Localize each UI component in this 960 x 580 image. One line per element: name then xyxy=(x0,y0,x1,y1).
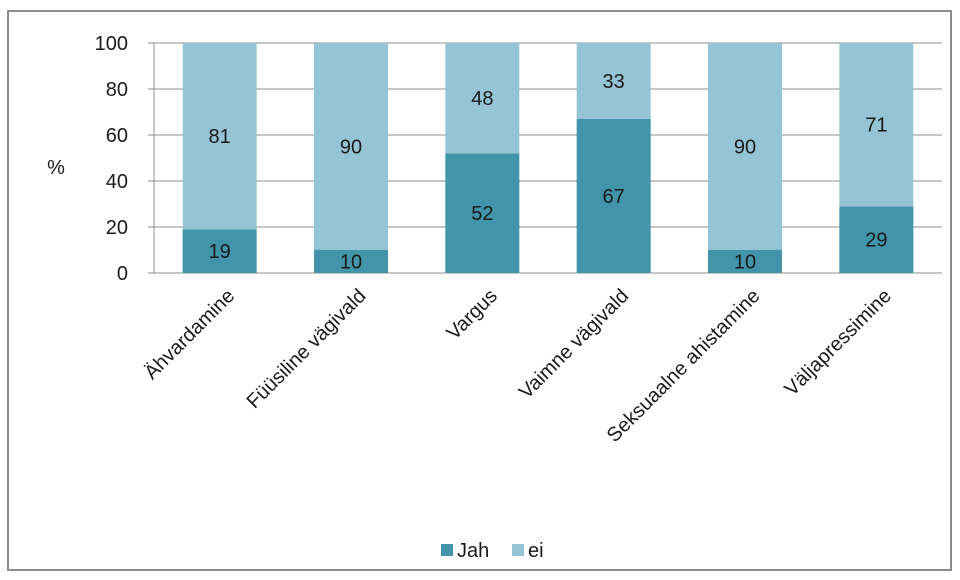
x-category-label: Seksuaalne ahistamine xyxy=(603,285,765,447)
data-label: 10 xyxy=(734,252,756,274)
data-label: 10 xyxy=(340,252,362,274)
bar-ei-4 xyxy=(576,43,651,119)
legend-label-ei: ei xyxy=(528,540,544,562)
y-tick-label: 100 xyxy=(95,33,128,55)
y-axis-label: % xyxy=(47,157,65,179)
data-label: 29 xyxy=(865,230,887,252)
data-label: 71 xyxy=(865,115,887,137)
data-label: 90 xyxy=(340,137,362,159)
bar-ei-3 xyxy=(445,43,520,154)
x-category-label: Vaimne vägivald xyxy=(515,285,633,403)
bar-ei-6 xyxy=(839,43,914,207)
data-label: 81 xyxy=(209,126,231,148)
gridlines xyxy=(148,42,942,274)
data-label: 19 xyxy=(209,241,231,263)
data-label: 48 xyxy=(471,88,493,110)
x-axis-category-labels: Ähvardamine Füüsiline vägivald Vargus Vaimn… xyxy=(140,285,896,447)
legend-label-jah: Jah xyxy=(457,540,489,562)
data-label: 67 xyxy=(603,186,625,208)
legend-swatch-jah xyxy=(441,544,453,556)
bar-ei-5 xyxy=(708,43,782,250)
data-label: 33 xyxy=(603,71,625,93)
bar-jah-1 xyxy=(182,229,257,273)
legend-swatch-ei xyxy=(512,544,524,556)
x-category-label: Väljapressimine xyxy=(780,285,895,400)
bar-jah-4 xyxy=(576,118,651,274)
bar-jah-6 xyxy=(839,206,914,273)
y-axis-ticks: 0 20 40 60 80 100 xyxy=(95,33,128,285)
bar-ei-2 xyxy=(314,43,388,250)
bar-jah-3 xyxy=(445,153,520,273)
y-tick-label: 0 xyxy=(117,263,128,285)
bar-ei-1 xyxy=(182,43,257,230)
y-tick-label: 60 xyxy=(106,125,128,147)
bars xyxy=(182,43,914,274)
y-tick-label: 20 xyxy=(106,217,128,239)
x-category-label: Ähvardamine xyxy=(140,285,239,384)
data-label: 90 xyxy=(734,137,756,159)
x-category-label: Füüsiline vägivald xyxy=(243,285,371,413)
y-tick-label: 80 xyxy=(106,79,128,101)
data-labels: 19 81 10 90 52 48 67 33 10 90 29 71 xyxy=(209,71,888,274)
bar-jah-5 xyxy=(708,250,782,273)
x-category-label: Vargus xyxy=(443,285,502,344)
legend: Jah ei xyxy=(441,540,544,562)
bar-jah-2 xyxy=(314,250,388,273)
y-tick-label: 40 xyxy=(106,171,128,193)
data-label: 52 xyxy=(471,203,493,225)
